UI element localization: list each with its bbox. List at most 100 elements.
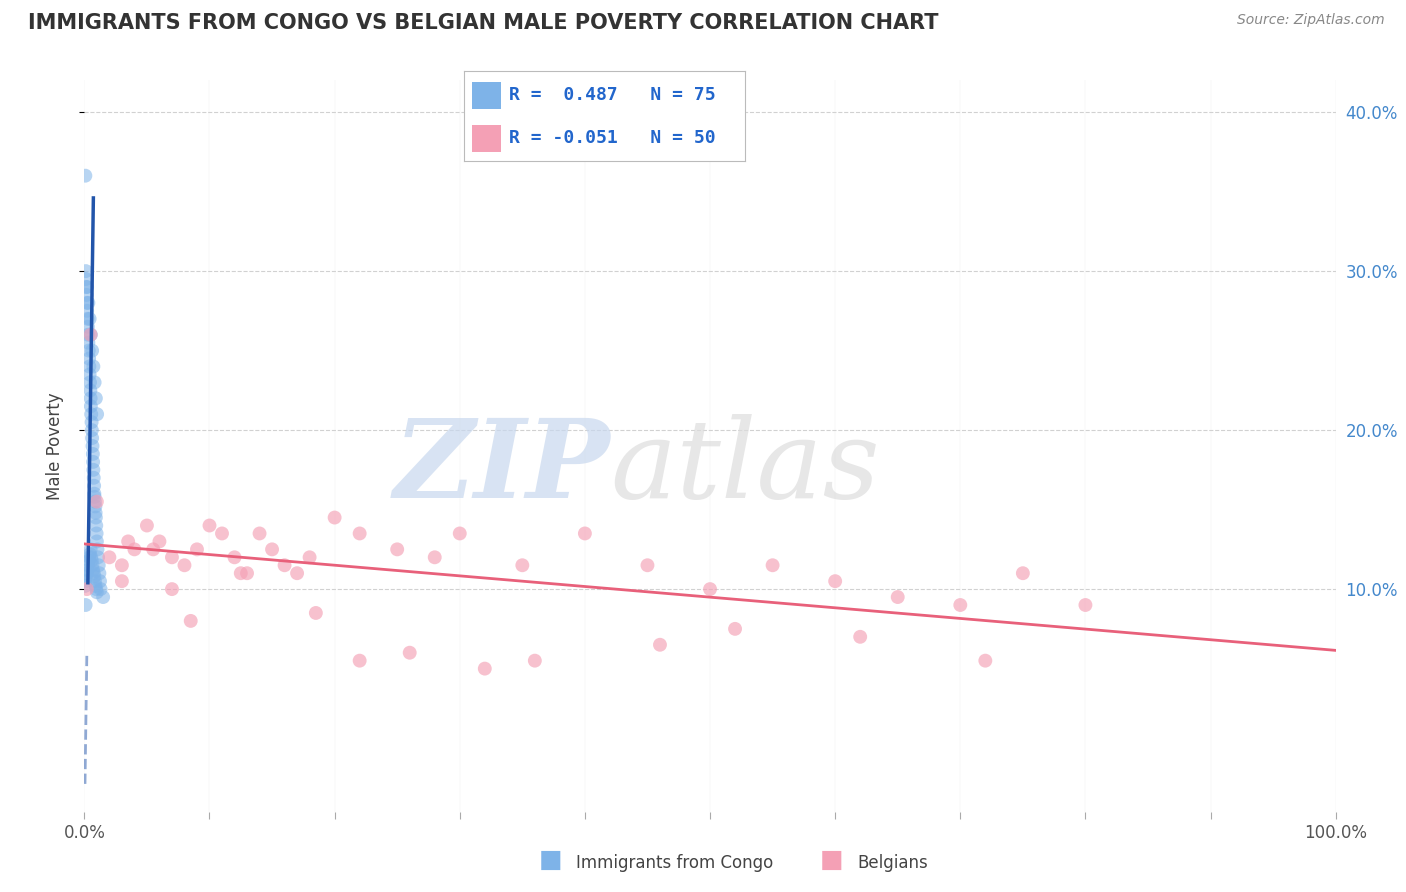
Point — [79, 547, 101, 561]
Point — [76, 563, 98, 577]
Point — [523, 654, 546, 668]
Point — [77, 558, 100, 573]
Point — [86, 542, 108, 557]
Point — [82, 563, 104, 577]
Point — [87, 550, 110, 565]
Text: ■: ■ — [538, 848, 562, 872]
Point — [82, 343, 104, 358]
Point — [77, 553, 100, 567]
Point — [82, 431, 104, 445]
Point — [949, 598, 972, 612]
Point — [173, 558, 195, 573]
Point — [84, 494, 107, 508]
Point — [84, 510, 107, 524]
Text: Source: ZipAtlas.com: Source: ZipAtlas.com — [1237, 13, 1385, 28]
Point — [84, 500, 107, 514]
Point — [86, 407, 108, 421]
Point — [79, 550, 101, 565]
Point — [82, 447, 104, 461]
Point — [124, 542, 146, 557]
Point — [76, 566, 98, 581]
Text: atlas: atlas — [610, 414, 880, 522]
Point — [86, 494, 108, 508]
Point — [82, 359, 104, 374]
Point — [648, 638, 671, 652]
Point — [84, 579, 107, 593]
Point — [91, 590, 114, 604]
Point — [186, 542, 208, 557]
Point — [75, 169, 97, 183]
Point — [285, 566, 308, 581]
Point — [75, 280, 97, 294]
Point — [1012, 566, 1035, 581]
Point — [79, 384, 101, 398]
Point — [160, 582, 183, 596]
Point — [80, 415, 103, 429]
Point — [249, 526, 271, 541]
Point — [887, 590, 910, 604]
Point — [76, 319, 98, 334]
Point — [83, 486, 105, 500]
Point — [89, 566, 111, 581]
Point — [79, 359, 101, 374]
Point — [83, 376, 105, 390]
Point — [79, 376, 101, 390]
Point — [76, 303, 98, 318]
Point — [273, 558, 295, 573]
Point — [224, 550, 246, 565]
Point — [80, 327, 103, 342]
Point — [75, 598, 97, 612]
Point — [79, 327, 101, 342]
Point — [80, 553, 103, 567]
Point — [83, 490, 105, 504]
Point — [76, 296, 98, 310]
Point — [80, 423, 103, 437]
Point — [77, 343, 100, 358]
Point — [76, 311, 98, 326]
Point — [974, 654, 997, 668]
Point — [160, 550, 183, 565]
Point — [87, 558, 110, 573]
Point — [83, 566, 105, 581]
Point — [142, 542, 165, 557]
Point — [637, 558, 659, 573]
Point — [75, 569, 97, 583]
Point — [76, 582, 98, 596]
Point — [1074, 598, 1097, 612]
Point — [111, 574, 134, 589]
Point — [76, 288, 98, 302]
Point — [79, 368, 101, 382]
Bar — [472, 82, 501, 109]
Point — [229, 566, 252, 581]
Point — [82, 439, 104, 453]
Point — [398, 646, 420, 660]
Point — [80, 550, 103, 565]
Point — [211, 526, 233, 541]
Point — [82, 455, 104, 469]
Text: ■: ■ — [820, 848, 844, 872]
Point — [79, 392, 101, 406]
Point — [474, 662, 496, 676]
Point — [86, 534, 108, 549]
Point — [90, 582, 112, 596]
Point — [77, 296, 100, 310]
Point — [80, 399, 103, 413]
Point — [82, 558, 104, 573]
Point — [262, 542, 284, 557]
Point — [75, 272, 97, 286]
Text: R =  0.487   N = 75: R = 0.487 N = 75 — [509, 87, 716, 104]
Y-axis label: Male Poverty: Male Poverty — [45, 392, 63, 500]
Point — [86, 526, 108, 541]
Point — [136, 518, 159, 533]
Point — [198, 518, 221, 533]
Point — [84, 574, 107, 589]
Point — [82, 463, 104, 477]
Text: R = -0.051   N = 50: R = -0.051 N = 50 — [509, 129, 716, 147]
Point — [349, 526, 371, 541]
Bar — [472, 125, 501, 152]
Point — [349, 654, 371, 668]
Point — [84, 582, 107, 596]
Point — [73, 579, 96, 593]
Point — [80, 407, 103, 421]
Point — [83, 471, 105, 485]
